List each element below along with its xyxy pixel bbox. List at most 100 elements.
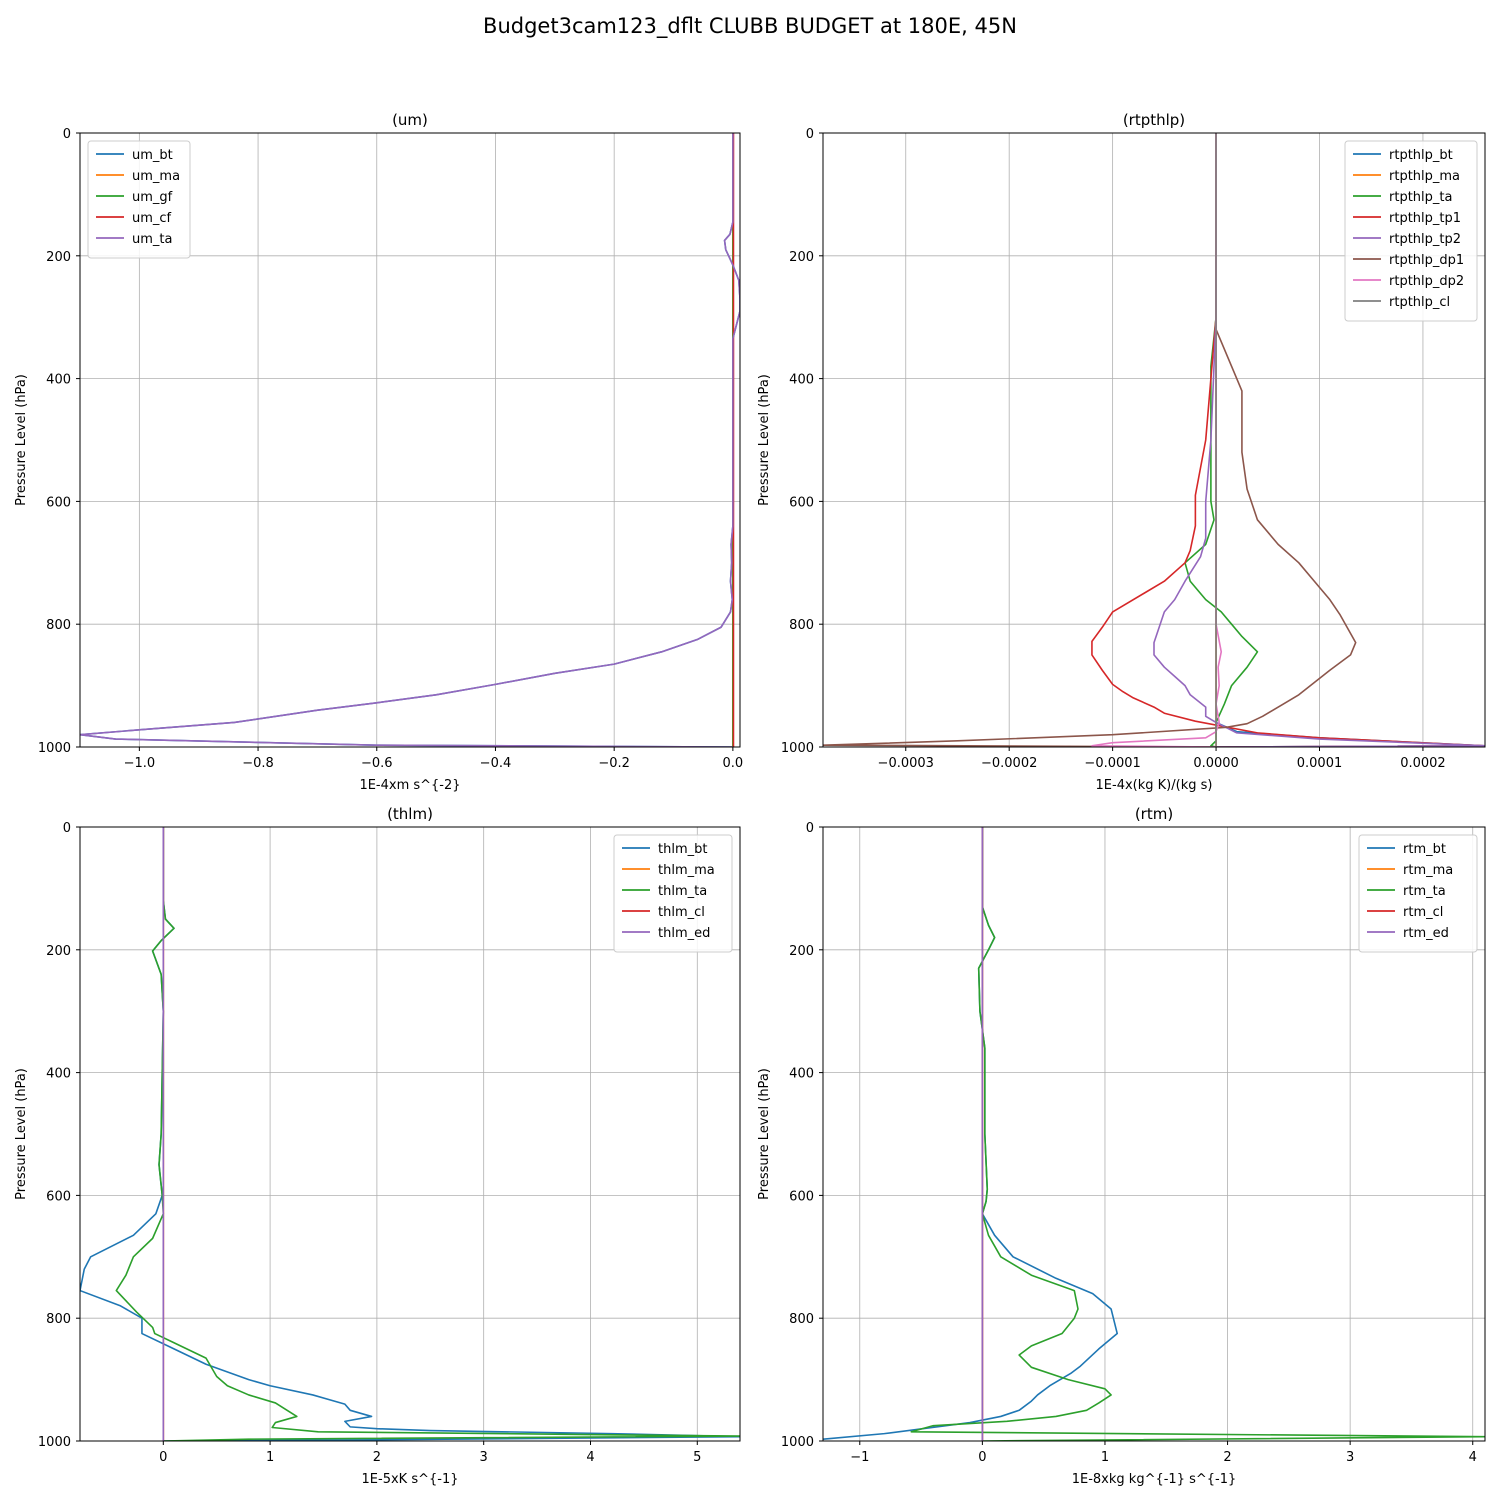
legend-label: thlm_ed bbox=[658, 926, 710, 941]
x-tick-label: 3 bbox=[480, 1450, 488, 1465]
legend-label: thlm_cl bbox=[658, 905, 705, 920]
legend-label: rtpthlp_dp1 bbox=[1389, 253, 1464, 268]
y-tick-label: 800 bbox=[789, 1312, 814, 1327]
x-tick-label: 2 bbox=[1223, 1450, 1231, 1465]
legend-label: rtm_ed bbox=[1403, 926, 1449, 941]
x-axis-label: 1E-4x(kg K)/(kg s) bbox=[1096, 778, 1213, 793]
y-tick-label: 400 bbox=[46, 373, 71, 388]
y-tick-label: 0 bbox=[806, 127, 814, 142]
legend-label: um_bt bbox=[132, 148, 173, 163]
y-tick-label: 400 bbox=[789, 1067, 814, 1082]
series-lines bbox=[80, 133, 740, 747]
series-line-rtpthlp_tp1 bbox=[1091, 133, 1485, 747]
axes-frame bbox=[822, 132, 1486, 748]
x-tick-label: −1.0 bbox=[124, 756, 156, 771]
legend-label: rtpthlp_tp1 bbox=[1389, 211, 1461, 226]
legend-label: rtm_ma bbox=[1403, 863, 1453, 878]
x-tick-label: 2 bbox=[373, 1450, 381, 1465]
y-tick-label: 200 bbox=[789, 250, 814, 265]
y-tick-label: 600 bbox=[789, 495, 814, 510]
legend-label: rtpthlp_cl bbox=[1389, 295, 1450, 310]
y-tick-label: 400 bbox=[789, 373, 814, 388]
legend-label: um_gf bbox=[132, 190, 173, 205]
y-tick-label: 0 bbox=[63, 821, 71, 836]
legend-label: rtpthlp_bt bbox=[1389, 148, 1453, 163]
series-line-um_ta bbox=[80, 133, 740, 747]
y-tick-label: 600 bbox=[789, 1189, 814, 1204]
x-axis-label: 1E-4xm s^{-2} bbox=[359, 778, 460, 793]
x-tick-label: 1 bbox=[266, 1450, 274, 1465]
y-tick-label: 400 bbox=[46, 1067, 71, 1082]
legend-label: rtpthlp_dp2 bbox=[1389, 274, 1464, 289]
legend-label: rtpthlp_ma bbox=[1389, 169, 1460, 184]
y-tick-label: 1000 bbox=[781, 1435, 814, 1450]
legend: rtm_bt rtm_ma rtm_ta rtm_cl rtm_ed bbox=[1358, 834, 1478, 953]
y-tick-label: 1000 bbox=[38, 1435, 71, 1450]
y-tick-label: 1000 bbox=[38, 741, 71, 756]
axes-frame bbox=[822, 826, 1486, 1442]
legend: rtpthlp_bt rtpthlp_ma rtpthlp_ta rtpthlp_tp… bbox=[1344, 140, 1478, 322]
series-line-thlm_ta bbox=[115, 827, 740, 1441]
series-line-rtm_ta bbox=[910, 827, 1485, 1441]
x-tick-label: −0.0002 bbox=[981, 756, 1037, 771]
y-tick-label: 200 bbox=[789, 944, 814, 959]
x-tick-label: −0.6 bbox=[361, 756, 393, 771]
x-tick-label: 0 bbox=[159, 1450, 167, 1465]
x-tick-label: 4 bbox=[1469, 1450, 1477, 1465]
x-tick-label: −0.4 bbox=[480, 756, 512, 771]
x-tick-label: 0.0 bbox=[723, 756, 744, 771]
x-tick-label: −0.8 bbox=[242, 756, 274, 771]
legend: um_bt um_ma um_gf um_cf um_ta bbox=[87, 140, 191, 259]
subplot-1: −0.0003 −0.0002 −0.0001 0.0000 0.0001 0.0002 0… bbox=[757, 111, 1486, 793]
series-lines bbox=[823, 827, 1485, 1441]
legend-box bbox=[613, 834, 733, 953]
legend-label: rtpthlp_tp2 bbox=[1389, 232, 1461, 247]
y-tick-label: 1000 bbox=[781, 741, 814, 756]
subplot-2: 0 1 2 3 4 5 0 200 400 600 800 1000 (thlm) 1E-5xK s^{-… bbox=[14, 805, 741, 1487]
y-tick-label: 800 bbox=[46, 618, 71, 633]
x-tick-label: −0.2 bbox=[598, 756, 630, 771]
legend-box bbox=[87, 140, 191, 259]
subplot-0: −1.0 −0.8 −0.6 −0.4 −0.2 0.0 0 200 400 600 800 1000… bbox=[14, 111, 743, 793]
subplot-title: (rtpthlp) bbox=[1123, 111, 1185, 129]
legend-label: um_cf bbox=[132, 211, 172, 226]
y-axis-label: Pressure Level (hPa) bbox=[757, 374, 772, 506]
x-tick-label: 0.0001 bbox=[1297, 756, 1343, 771]
subplot-title: (thlm) bbox=[387, 805, 433, 823]
y-tick-label: 0 bbox=[806, 821, 814, 836]
figure-title: Budget3cam123_dflt CLUBB BUDGET at 180E,… bbox=[483, 14, 1017, 38]
x-tick-label: 4 bbox=[586, 1450, 594, 1465]
subplot-3: −1 0 1 2 3 4 0 200 400 600 800 1000 (rtm) 1E-8xkg kg^… bbox=[757, 805, 1486, 1487]
series-lines bbox=[823, 133, 1485, 747]
legend-box bbox=[1344, 140, 1478, 322]
y-axis-label: Pressure Level (hPa) bbox=[14, 1068, 29, 1200]
x-tick-label: −0.0001 bbox=[1084, 756, 1140, 771]
x-tick-label: 3 bbox=[1346, 1450, 1354, 1465]
legend-label: rtm_ta bbox=[1403, 884, 1446, 899]
y-axis-label: Pressure Level (hPa) bbox=[757, 1068, 772, 1200]
series-line-rtpthlp_dp1 bbox=[823, 133, 1357, 747]
x-tick-label: 0.0000 bbox=[1193, 756, 1239, 771]
legend-label: thlm_ta bbox=[658, 884, 707, 899]
legend-box bbox=[1358, 834, 1478, 953]
legend: thlm_bt thlm_ma thlm_ta thlm_cl thlm_ed bbox=[613, 834, 733, 953]
legend-label: rtm_bt bbox=[1403, 842, 1446, 857]
legend-label: thlm_bt bbox=[658, 842, 707, 857]
x-tick-label: −0.0003 bbox=[878, 756, 934, 771]
legend-label: rtpthlp_ta bbox=[1389, 190, 1452, 205]
series-line-rtpthlp_dp2 bbox=[1091, 133, 1223, 747]
series-lines bbox=[80, 827, 740, 1441]
x-axis-label: 1E-8xkg kg^{-1} s^{-1} bbox=[1072, 1472, 1237, 1487]
series-line-rtpthlp_tp2 bbox=[1153, 133, 1485, 747]
axes-frame bbox=[79, 132, 741, 748]
y-tick-label: 800 bbox=[46, 1312, 71, 1327]
legend-label: um_ta bbox=[132, 232, 172, 247]
y-tick-label: 200 bbox=[46, 944, 71, 959]
legend-label: thlm_ma bbox=[658, 863, 715, 878]
x-tick-label: −1 bbox=[850, 1450, 869, 1465]
subplot-title: (rtm) bbox=[1135, 805, 1173, 823]
y-axis-label: Pressure Level (hPa) bbox=[14, 374, 29, 506]
x-tick-label: 0.0002 bbox=[1400, 756, 1446, 771]
axes-frame bbox=[79, 826, 741, 1442]
